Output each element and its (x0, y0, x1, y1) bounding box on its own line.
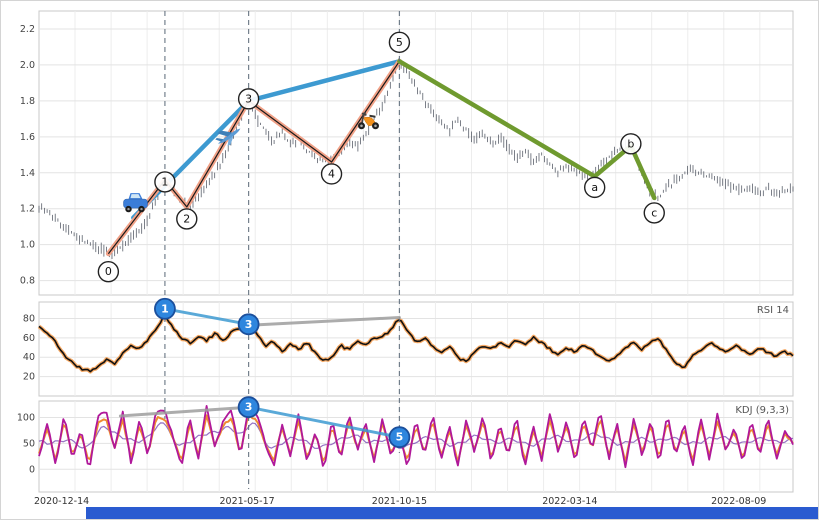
scooter-steering (360, 114, 367, 126)
y-axis-label: 60 (23, 333, 35, 344)
wave-marker-0[interactable]: 0 (97, 260, 120, 283)
marker-circle (237, 396, 260, 419)
marker-circle (620, 133, 642, 155)
wave-marker-3[interactable]: 3 (237, 88, 260, 110)
marker-circle (237, 88, 260, 110)
car-icon[interactable] (123, 193, 148, 213)
y-axis-label: 2.2 (20, 24, 35, 35)
plane-wing-upper (217, 130, 233, 137)
marker-label: c (651, 206, 657, 219)
marker-label: 1 (161, 175, 168, 188)
kdj-marker-3[interactable]: 3 (237, 396, 260, 419)
marker-circle (643, 202, 665, 224)
plane-tail (215, 137, 224, 142)
marker-label: b (627, 137, 634, 150)
kdj-marker-5[interactable]: 5 (388, 426, 411, 449)
kdj-d-line (38, 422, 794, 450)
scooter-hub (360, 124, 363, 128)
price-panel (38, 10, 794, 296)
scooter-handlebar (361, 112, 367, 115)
marker-label: 3 (245, 318, 253, 331)
marker-label: a (591, 181, 598, 194)
marker-circle (237, 313, 260, 336)
marker-label: 1 (161, 302, 169, 315)
rsi-marker-3[interactable]: 3 (237, 313, 260, 336)
scooter-hub (374, 124, 377, 128)
y-axis-label: 20 (23, 372, 35, 383)
car-hub (127, 207, 130, 211)
marker-circle (154, 171, 176, 193)
y-axis-label: 1.6 (20, 132, 35, 143)
divergence-line (247, 316, 401, 327)
divergence-line (163, 307, 251, 326)
marker-circle (97, 260, 120, 283)
wave-marker-a[interactable]: a (583, 176, 606, 199)
x-axis-label: 2022-03-14 (542, 496, 597, 506)
divergence-line (118, 405, 251, 418)
wave-marker-2[interactable]: 2 (176, 208, 198, 230)
x-axis-label: 2022-08-09 (711, 496, 766, 506)
marker-label: 3 (245, 92, 252, 105)
correction-line (397, 59, 657, 201)
car-window (130, 194, 141, 199)
marker-label: 2 (183, 212, 190, 225)
y-axis-label: 0.8 (20, 276, 35, 287)
y-axis-label: 40 (23, 352, 35, 363)
car-hub (140, 207, 143, 211)
y-axis-label: 50 (23, 438, 35, 449)
car-body (123, 198, 148, 209)
x-axis-label: 2020-12-14 (34, 496, 89, 506)
plane-fuselage (217, 128, 241, 144)
wave-marker-5[interactable]: 5 (388, 31, 411, 54)
divergence-line (247, 405, 401, 439)
marker-label: 0 (105, 265, 112, 278)
x-axis-label: 2021-05-17 (219, 496, 274, 506)
scooter-icon[interactable] (358, 112, 379, 130)
bottom-scrollbar[interactable] (86, 507, 818, 519)
plane-shape (215, 128, 241, 146)
scooter-seat (369, 114, 376, 118)
y-axis-label: 80 (23, 313, 35, 324)
marker-circle (388, 31, 411, 54)
marker-circle (388, 426, 411, 449)
wave-marker-1[interactable]: 1 (154, 171, 176, 193)
y-axis-label: 1.2 (20, 204, 35, 215)
y-axis-label: 2.0 (20, 60, 35, 71)
stock-chart: 0.81.01.21.41.61.82.02.22040608005010013… (17, 10, 795, 506)
price-bars (38, 58, 794, 259)
rsi-panel (38, 301, 794, 397)
rsi-marker-1[interactable]: 1 (154, 297, 176, 320)
wave-marker-b[interactable]: b (620, 133, 642, 155)
x-axis-label: 2021-10-15 (372, 496, 427, 506)
marker-label: 5 (396, 431, 404, 444)
kdj-k-line (38, 414, 794, 464)
marker-label: 3 (245, 401, 253, 414)
marker-circle (320, 163, 343, 185)
wave-marker-c[interactable]: c (643, 202, 665, 224)
y-axis-label: 0 (29, 464, 35, 475)
marker-circle (583, 176, 606, 199)
marker-label: 5 (396, 36, 403, 49)
wave-marker-4[interactable]: 4 (320, 163, 343, 185)
plane-icon[interactable] (213, 121, 245, 150)
marker-circle (154, 297, 176, 320)
y-axis-label: 1.8 (20, 96, 35, 107)
marker-circle (176, 208, 198, 230)
y-axis-label: 1.0 (20, 240, 35, 251)
y-axis-label: 1.4 (20, 168, 35, 179)
impulse-core-line (107, 60, 400, 255)
marker-label: 4 (328, 167, 335, 180)
y-axis-label: 100 (17, 413, 35, 424)
